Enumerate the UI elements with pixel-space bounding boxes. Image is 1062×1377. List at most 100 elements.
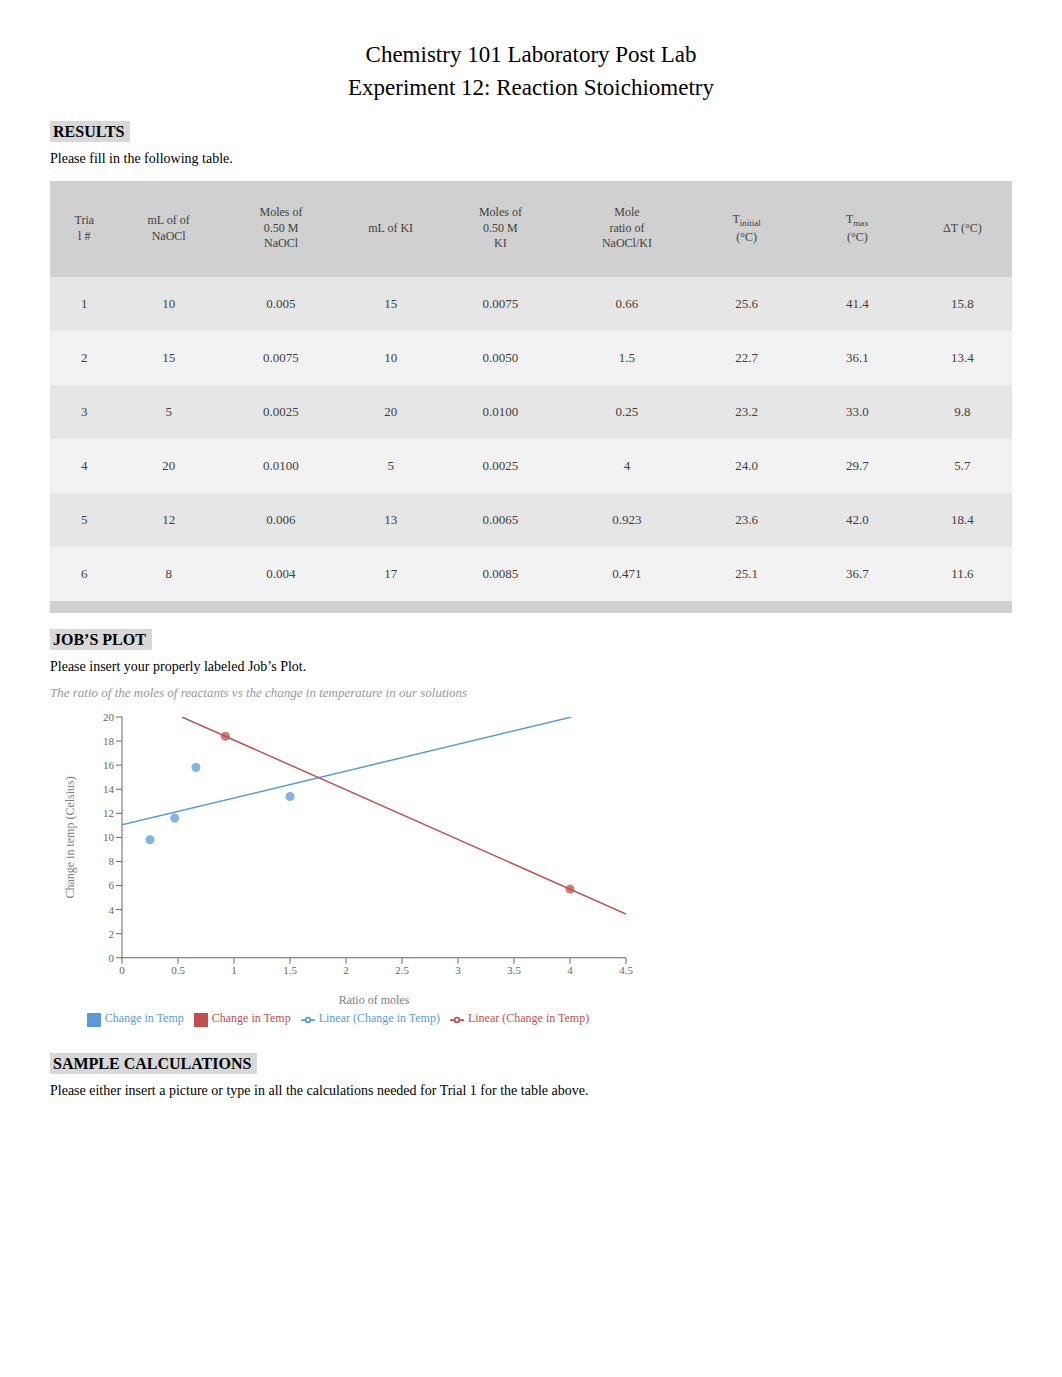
html-text:KI: KI: [494, 236, 507, 251]
html-text:Tinitial: Tinitial: [732, 211, 761, 229]
html-text:0.471: 0.471: [612, 565, 642, 581]
html-text:ratio of: ratio of: [609, 220, 645, 235]
html-text:mL of of: mL of of: [147, 213, 190, 228]
html-text:4: 4: [623, 457, 631, 473]
svg-text:16: 16: [103, 759, 115, 771]
html-text:22.7: 22.7: [735, 349, 758, 365]
html-text:Change in Temp: Change in Temp: [211, 1011, 291, 1026]
html-text:Change in Temp: Change in Temp: [104, 1011, 184, 1026]
svg-text:8: 8: [109, 855, 115, 867]
html-text:0.0025: 0.0025: [482, 457, 519, 473]
html-text:25.1: 25.1: [735, 565, 758, 581]
html-text:Tria: Tria: [74, 213, 95, 228]
svg-text:12: 12: [103, 807, 114, 819]
html-text:0.0085: 0.0085: [482, 565, 519, 581]
html-text:Please either insert a picture: Please either insert a picture or type i…: [50, 1082, 589, 1098]
html-text:Experiment 12: Reaction Stoich: Experiment 12: Reaction Stoichiometry: [348, 75, 714, 101]
svg-text:Ratio of moles: Ratio of moles: [339, 992, 410, 1006]
svg-text:0: 0: [109, 951, 115, 963]
html-text:18.4: 18.4: [951, 511, 974, 527]
svg-text:3: 3: [455, 963, 461, 975]
html-text:15: 15: [162, 349, 176, 365]
html-text:0.004: 0.004: [266, 565, 296, 581]
svg-text:14: 14: [103, 783, 115, 795]
html-text:36.7: 36.7: [846, 565, 869, 581]
html-text:l #: l #: [78, 228, 91, 243]
svg-text:1: 1: [231, 963, 237, 975]
html-text:Mole: Mole: [614, 205, 640, 220]
html-text:0.66: 0.66: [615, 295, 639, 311]
html-text:25.6: 25.6: [735, 295, 758, 311]
html-text:15: 15: [384, 295, 398, 311]
html-text:5.7: 5.7: [954, 457, 971, 473]
html-text:mL of KI: mL of KI: [368, 220, 414, 235]
html-text:0.50 M: 0.50 M: [483, 220, 518, 235]
html-text:42.0: 42.0: [846, 511, 869, 527]
html-text:(°C): (°C): [847, 229, 868, 244]
html-text:(°C): (°C): [736, 229, 757, 244]
svg-text:6: 6: [109, 879, 115, 891]
html-text:0.005: 0.005: [266, 295, 296, 311]
html-text:0.0065: 0.0065: [482, 511, 519, 527]
html-text:Tmax: Tmax: [846, 211, 869, 229]
html-text:The ratio of the moles of reac: The ratio of the moles of reactants vs t…: [50, 684, 468, 700]
html-text:29.7: 29.7: [846, 457, 869, 473]
svg-text:10: 10: [103, 831, 115, 843]
svg-text:3.5: 3.5: [507, 963, 521, 975]
html-text:20: 20: [162, 457, 176, 473]
html-text:NaOCl: NaOCl: [151, 228, 186, 243]
svg-text:Change in temp (Celsius): Change in temp (Celsius): [63, 776, 77, 898]
html-text:0.0050: 0.0050: [482, 349, 519, 365]
html-text:0.50 M: 0.50 M: [263, 220, 299, 235]
html-text:20: 20: [384, 403, 398, 419]
html-text:36.1: 36.1: [846, 349, 869, 365]
html-text:13: 13: [384, 511, 398, 527]
html-text:0.0100: 0.0100: [482, 403, 519, 419]
svg-text:4: 4: [567, 963, 573, 975]
html-text:JOB’S PLOT: JOB’S PLOT: [53, 630, 146, 648]
html-text:12: 12: [162, 511, 176, 527]
html-text:10: 10: [162, 295, 176, 311]
html-text:Moles of: Moles of: [478, 205, 522, 220]
html-text:23.6: 23.6: [735, 511, 758, 527]
html-text:Chemistry 101 Laboratory Post: Chemistry 101 Laboratory Post Lab: [365, 42, 697, 67]
html-text:Linear (Change in Temp): Linear (Change in Temp): [318, 1011, 440, 1026]
html-text:1.5: 1.5: [618, 349, 636, 365]
html-text:24.0: 24.0: [735, 457, 758, 473]
html-text:0.0075: 0.0075: [263, 349, 299, 365]
html-text:0.0100: 0.0100: [263, 457, 299, 473]
svg-text:2.5: 2.5: [395, 963, 409, 975]
svg-text:0: 0: [119, 963, 125, 975]
html-text:0.25: 0.25: [615, 403, 639, 419]
svg-text:20: 20: [103, 711, 115, 723]
html-text:15.8: 15.8: [951, 295, 974, 311]
html-text:Please fill in the following t: Please fill in the following table.: [50, 150, 233, 166]
svg-text:2: 2: [343, 963, 349, 975]
html-text:0.923: 0.923: [612, 511, 642, 527]
svg-text:1.5: 1.5: [283, 963, 297, 975]
html-text:ΔT (°C): ΔT (°C): [943, 220, 982, 235]
svg-text:18: 18: [103, 735, 115, 747]
html-text:NaOCl: NaOCl: [264, 236, 298, 251]
html-text:Moles of: Moles of: [259, 205, 303, 220]
html-text:0.0025: 0.0025: [263, 403, 299, 419]
svg-text:4.5: 4.5: [619, 963, 633, 975]
html-text:9.8: 9.8: [954, 403, 971, 419]
html-text:10: 10: [384, 349, 398, 365]
html-text:Linear (Change in Temp): Linear (Change in Temp): [467, 1011, 590, 1026]
html-text:0.0075: 0.0075: [482, 295, 519, 311]
html-text:SAMPLE CALCULATIONS: SAMPLE CALCULATIONS: [53, 1054, 252, 1072]
html-text:13.4: 13.4: [951, 349, 974, 365]
svg-text:4: 4: [109, 903, 115, 915]
svg-text:2: 2: [109, 927, 115, 939]
html-text:33.0: 33.0: [846, 403, 869, 419]
svg-text:0.5: 0.5: [171, 963, 185, 975]
html-text:17: 17: [384, 565, 398, 581]
html-text:0.006: 0.006: [266, 511, 296, 527]
html-text:11.6: 11.6: [951, 565, 974, 581]
html-text:NaOCl/KI: NaOCl/KI: [601, 236, 652, 251]
html-text:RESULTS: RESULTS: [53, 122, 125, 140]
html-text:41.4: 41.4: [846, 295, 869, 311]
html-text:Please insert your properly la: Please insert your properly labeled Job’…: [50, 658, 307, 674]
html-text:23.2: 23.2: [735, 403, 758, 419]
